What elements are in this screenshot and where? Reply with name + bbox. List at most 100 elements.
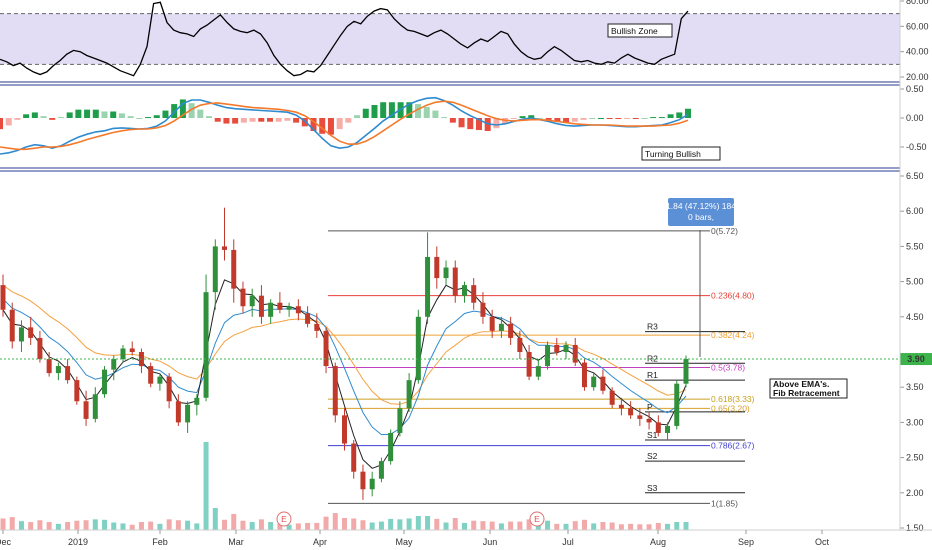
macd-histogram-bar — [676, 112, 683, 118]
macd-histogram-bar — [388, 102, 395, 118]
candle-body — [600, 376, 606, 391]
macd-histogram-bar — [293, 118, 300, 123]
ema-fast-line — [2, 279, 687, 469]
candle-body — [37, 337, 43, 360]
macd-histogram-bar — [545, 118, 552, 120]
candle-body — [129, 348, 135, 352]
earnings-marker[interactable] — [276, 511, 292, 527]
macd-histogram-bar — [57, 117, 64, 119]
macd-histogram-bar — [519, 116, 526, 118]
volume-bar — [609, 522, 615, 530]
macd-histogram-bar — [606, 118, 613, 119]
macd-histogram-bar — [615, 118, 622, 119]
volume-bar — [212, 508, 218, 530]
candle-body — [305, 313, 311, 324]
macd-histogram-bar — [362, 108, 369, 118]
volume-bar — [129, 524, 135, 530]
macd-histogram-bar — [632, 118, 639, 119]
price-tick-label: 1.50 — [906, 523, 924, 533]
time-tick-label: Jun — [483, 537, 498, 547]
price-tick-label: 3.00 — [906, 417, 924, 427]
volume-bar — [480, 521, 486, 530]
macd-panel[interactable]: 0.50 0.00 -0.50 Turning Bullish — [0, 84, 927, 161]
macd-histogram-bar — [423, 106, 430, 118]
candle-body — [489, 316, 495, 331]
candle-body — [258, 295, 264, 317]
fib-level-label: 0.5(3.78) — [711, 362, 745, 372]
macd-histogram-bar — [258, 118, 265, 122]
candle-body — [572, 344, 578, 363]
ema-mid-line — [2, 298, 687, 436]
fib-level-label: 0.382(4.24) — [711, 330, 755, 340]
candle-body — [249, 295, 255, 307]
macd-histogram-bar — [214, 118, 221, 122]
measure-box[interactable] — [668, 198, 734, 226]
price-tick-label: 3.50 — [906, 382, 924, 392]
volume-bar — [323, 516, 329, 530]
rsi-tick-label: 60.00 — [906, 21, 929, 31]
rsi-tick-label: 80.00 — [906, 0, 929, 6]
time-axis: Dec 2019 Feb Mar Apr May Jun Jul Aug Sep Oct — [0, 530, 829, 547]
volume-bar — [185, 520, 191, 530]
candle-body — [369, 478, 375, 490]
volume-bar — [295, 523, 301, 530]
candle-body — [388, 432, 394, 462]
earnings-marker[interactable] — [529, 511, 545, 527]
pivot-label: R1 — [647, 370, 658, 380]
volume-bar — [554, 523, 560, 530]
volume-bar — [46, 522, 52, 530]
macd-histogram-bar — [14, 118, 21, 120]
candle-body — [665, 425, 671, 433]
macd-histogram-bar — [563, 118, 570, 123]
volume-bar — [545, 520, 551, 530]
candle-body — [46, 359, 52, 374]
macd-histogram-bar — [284, 118, 291, 121]
ema-annotation-box — [769, 378, 848, 399]
price-tick-label: 6.00 — [906, 206, 924, 216]
volume-bar — [517, 521, 523, 530]
candle-body — [120, 348, 126, 360]
price-tick-label: 4.50 — [906, 312, 924, 322]
macd-histogram-bar — [92, 109, 99, 118]
price-panel[interactable]: 0(5.72) 0.236(4.80) 0.382(4.24) 0.5(3.78) 0.… — [0, 171, 932, 533]
candle-body — [175, 401, 181, 423]
macd-histogram-bar — [441, 117, 448, 119]
volume-bar — [674, 522, 680, 530]
volume-bar — [425, 516, 431, 530]
measure-line2: 0 bars, — [688, 212, 714, 222]
candle-body — [286, 306, 292, 310]
volume-bar — [628, 523, 634, 530]
candle-body — [277, 302, 283, 310]
volume-bar — [240, 520, 246, 530]
candle-body — [28, 327, 34, 338]
volume-bar — [415, 516, 421, 530]
volume-bar — [157, 523, 163, 530]
macd-histogram-bar — [641, 118, 648, 119]
candle-body — [618, 404, 624, 409]
volume-bar — [581, 519, 587, 530]
macd-histogram-bar — [145, 117, 152, 119]
fib-level-label: 0(5.72) — [711, 226, 738, 236]
candle-body — [683, 359, 689, 384]
ema-annotation-line2: Fib Retracement — [773, 388, 840, 398]
volume-bar — [92, 519, 98, 530]
pivot-label: S3 — [647, 483, 658, 493]
candle-body — [471, 285, 477, 303]
volume-bar — [342, 518, 347, 530]
macd-histogram-bar — [327, 118, 334, 135]
macd-histogram-bar — [415, 104, 422, 118]
macd-histogram-bar — [467, 118, 474, 130]
rsi-panel[interactable]: 80.00 60.00 40.00 20.00 Bullish Zone — [0, 0, 929, 82]
time-tick-label: Apr — [313, 537, 327, 547]
ema-slow-line — [2, 284, 687, 405]
rsi-line — [0, 1, 689, 77]
macd-tick-label: 0.50 — [906, 84, 924, 94]
macd-histogram-bar — [624, 118, 631, 119]
rsi-tick-label: 40.00 — [906, 47, 929, 57]
volume-bar — [351, 518, 357, 530]
volume-bar — [55, 523, 61, 530]
volume-bar — [452, 518, 458, 530]
time-tick-label: Oct — [815, 537, 830, 547]
time-tick-label: Feb — [152, 537, 168, 547]
